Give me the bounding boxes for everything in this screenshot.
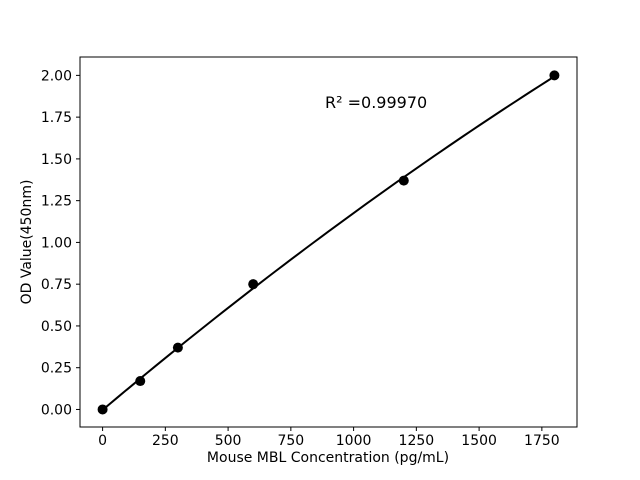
y-tick-label: 2.00 (41, 68, 72, 84)
y-tick-label: 1.00 (41, 235, 72, 251)
x-tick-label: 250 (152, 433, 179, 449)
fit-curve (101, 75, 556, 411)
x-axis-label: Mouse MBL Concentration (pg/mL) (207, 450, 449, 466)
data-point (135, 376, 146, 387)
r-squared-annotation: R² =0.99970 (325, 93, 427, 112)
y-tick-label: 0.75 (41, 277, 72, 293)
x-tick-label: 1500 (461, 433, 497, 449)
plot-border (79, 56, 578, 428)
y-axis-ticks: 0.00 0.25 0.50 0.75 1.00 1.25 1.50 1.75 2.00 (41, 68, 80, 418)
y-tick-label: 0.00 (41, 402, 72, 418)
x-tick-label: 500 (215, 433, 242, 449)
y-tick-label: 0.50 (41, 319, 72, 335)
data-point (97, 404, 108, 415)
y-tick-label: 0.25 (41, 361, 72, 377)
data-point (172, 342, 183, 353)
data-point (248, 279, 259, 290)
x-tick-label: 1000 (336, 433, 372, 449)
x-tick-label: 750 (277, 433, 304, 449)
x-tick-label: 1250 (399, 433, 435, 449)
data-point (549, 70, 560, 81)
y-tick-label: 1.50 (41, 152, 72, 168)
y-tick-label: 1.75 (41, 110, 72, 126)
x-tick-label: 0 (98, 433, 107, 449)
y-axis-label: OD Value(450nm) (19, 180, 35, 305)
x-axis-ticks: 0 250 500 750 1000 1250 1500 1750 (98, 427, 560, 449)
data-points (97, 70, 560, 415)
data-point (398, 175, 409, 186)
y-tick-label: 1.25 (41, 194, 72, 210)
x-tick-label: 1750 (524, 433, 560, 449)
